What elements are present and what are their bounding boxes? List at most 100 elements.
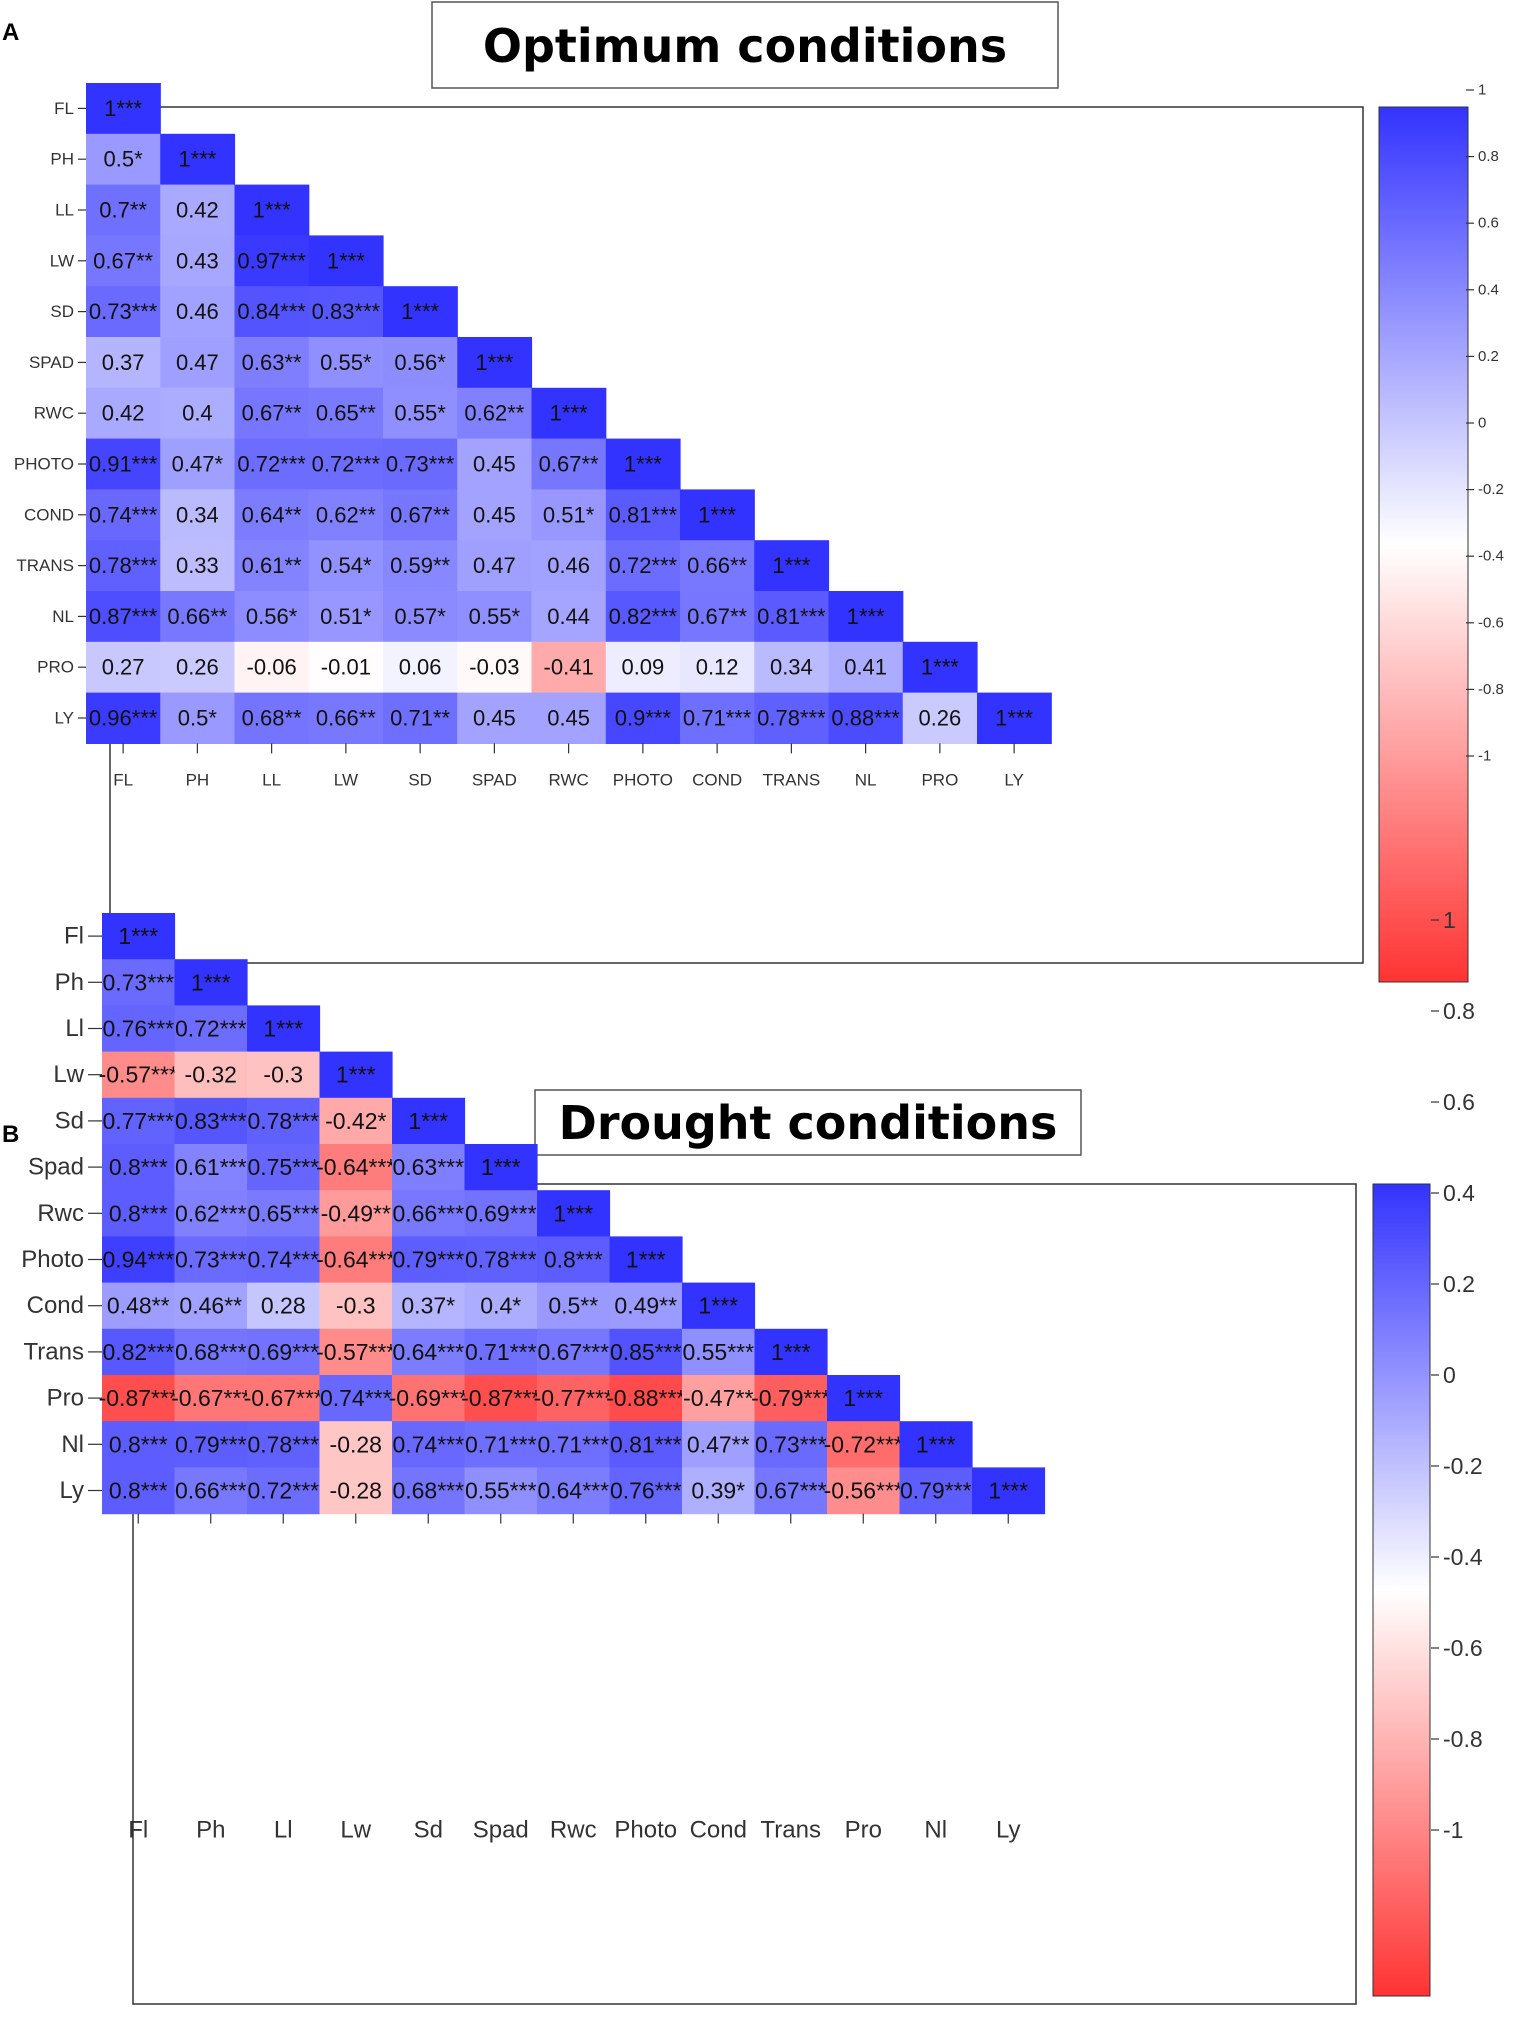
panel-b-cell-trans-sd bbox=[392, 1328, 466, 1376]
panel-b-legend-tick-label: 0.2 bbox=[1443, 1271, 1475, 1297]
panel-b-cell-label-nl-cond: 0.47** bbox=[687, 1431, 750, 1457]
panel-a-row-label-nl: NL bbox=[52, 607, 74, 626]
panel-a-cell-label-trans-lw: 0.54* bbox=[320, 553, 372, 578]
panel-a-cell-label-rwc-spad: 0.62** bbox=[464, 401, 524, 426]
panel-b-cell-label-photo-spad: 0.78*** bbox=[465, 1247, 537, 1273]
panel-b-cell-sd-sd bbox=[392, 1097, 466, 1145]
panel-b-cell-photo-lw bbox=[319, 1236, 393, 1284]
panel-b-cell-photo-spad bbox=[464, 1236, 538, 1284]
panel-a-cell-cond-spad bbox=[457, 489, 533, 541]
panel-a-cell-label-spad-fl: 0.37 bbox=[102, 350, 145, 375]
panel-a-cell-trans-cond bbox=[680, 540, 755, 592]
panel-a-cell-label-sd-sd: 1*** bbox=[401, 299, 439, 324]
panel-a-cell-label-ly-trans: 0.78*** bbox=[757, 706, 826, 731]
panel-a-legend-tick-label: -1 bbox=[1478, 748, 1491, 765]
panel-b-legend-tick-label: 0.8 bbox=[1443, 998, 1475, 1024]
panel-a-cell-spad-ll bbox=[234, 337, 310, 389]
panel-a-cell-label-ly-ll: 0.68** bbox=[242, 706, 302, 731]
panel-b-cell-nl-trans bbox=[754, 1421, 828, 1468]
panel-b-cell-label-ly-ll: 0.72*** bbox=[247, 1478, 319, 1504]
panel-a-cell-trans-rwc bbox=[531, 540, 607, 592]
panel-a-cells: 1*** 0.5* 1*** 0.7** 0.42 1*** 0.67** 0.43 0.97*… bbox=[86, 83, 1052, 744]
panel-a-cell-label-nl-lw: 0.51* bbox=[320, 604, 372, 629]
panel-b-cell-label-spad-sd: 0.63*** bbox=[392, 1154, 464, 1180]
panel-a-legend-tick-label: 0.2 bbox=[1478, 348, 1499, 365]
panel-b-cell-label-rwc-sd: 0.66*** bbox=[392, 1200, 464, 1226]
panel-a-cell-label-ly-photo: 0.9*** bbox=[615, 706, 672, 731]
panel-b-legend-tick-label: -0.6 bbox=[1443, 1635, 1483, 1661]
panel-a-cell-cond-cond bbox=[680, 489, 755, 541]
panel-b-legend-bar bbox=[1372, 1183, 1431, 1997]
panel-a-column-label-ly: LY bbox=[1004, 771, 1024, 790]
panel-b-cell-spad-ll bbox=[247, 1144, 321, 1191]
panel-b-cell-label-pro-cond: -0.47** bbox=[683, 1385, 753, 1411]
panel-a-legend-tick-label: -0.8 bbox=[1478, 681, 1504, 698]
panel-a-cell-fl-fl bbox=[86, 83, 161, 135]
panel-b-cell-label-pro-spad: -0.87*** bbox=[461, 1385, 540, 1411]
panel-b-cell-trans-ll bbox=[247, 1328, 321, 1376]
panel-b-correlation-heatmap: B Drought conditions 1*** 0.73*** 1*** 0.76… bbox=[2, 907, 1483, 2005]
panel-b-cell-label-cond-sd: 0.37* bbox=[401, 1293, 455, 1319]
panel-b-cell-label-pro-ll: -0.67*** bbox=[244, 1385, 323, 1411]
panel-a-cell-rwc-rwc bbox=[531, 387, 607, 440]
panel-a-column-label-ll: LL bbox=[262, 771, 281, 790]
panel-b-cell-label-ly-sd: 0.68*** bbox=[392, 1478, 464, 1504]
panel-b-cell-nl-sd bbox=[392, 1421, 466, 1468]
panel-a-cell-nl-ll bbox=[234, 591, 310, 643]
panel-b-cell-cond-photo bbox=[609, 1282, 683, 1330]
panel-a-legend-tick-label: -0.4 bbox=[1478, 548, 1504, 565]
panel-a-cell-label-pro-sd: 0.06 bbox=[399, 655, 442, 680]
panel-b-cell-label-ly-lw: -0.28 bbox=[330, 1478, 382, 1504]
panel-b-cell-ly-photo bbox=[609, 1467, 683, 1515]
panel-b-cell-label-ll-ll: 1*** bbox=[263, 1016, 303, 1042]
panel-b-cell-nl-rwc bbox=[537, 1421, 611, 1468]
panel-b-cell-ly-ph bbox=[174, 1467, 248, 1515]
panel-b-column-label-rwc: Rwc bbox=[550, 1817, 597, 1844]
panel-b-cell-trans-trans bbox=[754, 1328, 828, 1376]
panel-b-cell-photo-ll bbox=[247, 1236, 321, 1284]
panel-a-cell-label-ly-sd: 0.71** bbox=[390, 706, 450, 731]
panel-a-legend-tick-label: -0.2 bbox=[1478, 481, 1504, 498]
panel-a-cell-label-rwc-fl: 0.42 bbox=[102, 401, 145, 426]
panel-b-cell-label-ly-spad: 0.55*** bbox=[465, 1478, 537, 1504]
panel-a-cell-label-ly-spad: 0.45 bbox=[473, 706, 516, 731]
panel-b-cell-cond-lw bbox=[319, 1282, 393, 1330]
panel-a-cell-photo-photo bbox=[605, 438, 681, 490]
panel-b-cell-cond-spad bbox=[464, 1282, 538, 1330]
panel-a-cell-ph-ph bbox=[160, 133, 236, 186]
panel-a-cell-ly-nl bbox=[828, 692, 904, 744]
panel-b-cell-label-ly-ph: 0.66*** bbox=[175, 1478, 247, 1504]
panel-a-cell-rwc-spad bbox=[457, 387, 533, 440]
panel-b-cell-pro-ll bbox=[247, 1375, 321, 1422]
panel-b-cell-label-cond-ph: 0.46** bbox=[179, 1293, 242, 1319]
panel-b-cell-label-trans-cond: 0.55*** bbox=[682, 1339, 754, 1365]
panel-a-title-box bbox=[431, 1, 1059, 89]
panel-a-cell-cond-lw bbox=[308, 489, 384, 541]
panel-b-cell-label-photo-fl: 0.94*** bbox=[102, 1247, 174, 1273]
panel-b-cell-label-sd-lw: -0.42* bbox=[325, 1108, 386, 1134]
panel-a-cell-label-pro-pro: 1*** bbox=[921, 655, 959, 680]
panel-b-cell-nl-fl bbox=[102, 1421, 176, 1468]
panel-b-cell-label-nl-photo: 0.81*** bbox=[610, 1431, 682, 1457]
panel-a-legend-tick-label: 0.4 bbox=[1478, 281, 1499, 298]
panel-a-cell-cond-photo bbox=[605, 489, 681, 541]
panel-b-cell-spad-lw bbox=[319, 1144, 393, 1191]
panel-b-cell-nl-ph bbox=[174, 1421, 248, 1468]
panel-a-cell-label-pro-ph: 0.26 bbox=[176, 655, 219, 680]
panel-b-cell-label-trans-ll: 0.69*** bbox=[247, 1339, 319, 1365]
panel-a-cell-label-nl-ll: 0.56* bbox=[246, 604, 298, 629]
panel-a-cell-label-photo-sd: 0.73*** bbox=[386, 452, 455, 477]
panel-b-cell-ly-cond bbox=[682, 1467, 756, 1515]
panel-a-cell-label-trans-rwc: 0.46 bbox=[547, 553, 590, 578]
panel-a-column-label-spad: SPAD bbox=[472, 771, 517, 790]
panel-b-row-labels: Fl Ph Ll Lw Sd Spad Rwc Photo Cond Trans Pro Nl Ly bbox=[21, 923, 102, 1504]
panel-a-cell-pro-trans bbox=[754, 641, 830, 694]
panel-a-cell-pro-rwc bbox=[531, 641, 607, 694]
panel-b-cell-ll-ph bbox=[174, 1005, 248, 1053]
panel-a-cell-ly-sd bbox=[383, 692, 458, 744]
panel-b-cell-label-rwc-lw: -0.49** bbox=[321, 1200, 391, 1226]
panel-a-title: Optimum conditions bbox=[483, 19, 1007, 73]
panel-a-cell-label-spad-spad: 1*** bbox=[475, 350, 513, 375]
panel-a-cell-photo-sd bbox=[383, 438, 458, 490]
